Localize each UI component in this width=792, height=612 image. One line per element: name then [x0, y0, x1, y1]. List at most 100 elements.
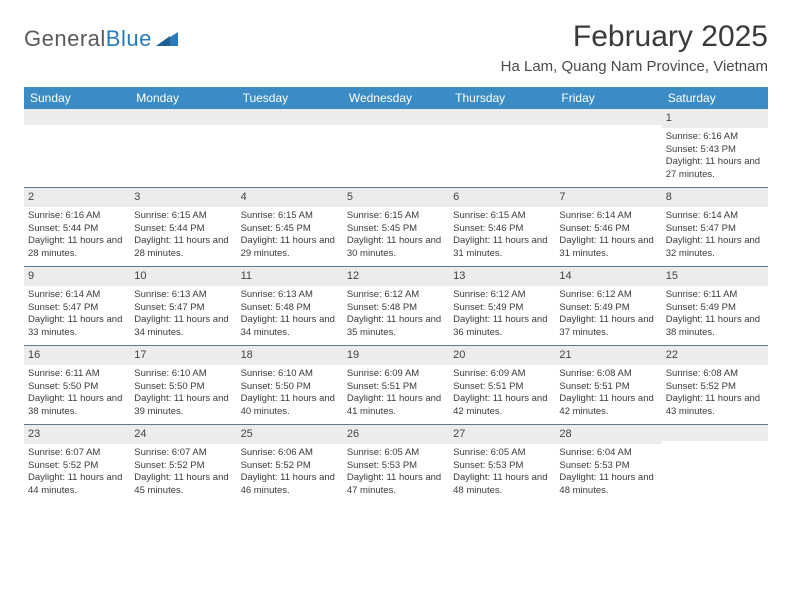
day-cell: 3Sunrise: 6:15 AMSunset: 5:44 PMDaylight… — [130, 188, 236, 266]
day-cell: 9Sunrise: 6:14 AMSunset: 5:47 PMDaylight… — [24, 267, 130, 345]
day-info-line: Daylight: 11 hours and 42 minutes. — [453, 393, 551, 419]
day-cell: 11Sunrise: 6:13 AMSunset: 5:48 PMDayligh… — [237, 267, 343, 345]
day-number: 5 — [343, 188, 449, 207]
weekday-tue: Tuesday — [237, 87, 343, 109]
day-body: Sunrise: 6:14 AMSunset: 5:47 PMDaylight:… — [24, 286, 130, 344]
day-info-line: Sunrise: 6:16 AM — [666, 131, 764, 144]
day-body: Sunrise: 6:16 AMSunset: 5:43 PMDaylight:… — [662, 128, 768, 186]
week-row: 16Sunrise: 6:11 AMSunset: 5:50 PMDayligh… — [24, 346, 768, 425]
day-info-line: Daylight: 11 hours and 38 minutes. — [28, 393, 126, 419]
day-body: Sunrise: 6:10 AMSunset: 5:50 PMDaylight:… — [130, 365, 236, 423]
day-cell: 24Sunrise: 6:07 AMSunset: 5:52 PMDayligh… — [130, 425, 236, 503]
day-info-line: Sunset: 5:52 PM — [134, 460, 232, 473]
day-info-line: Sunrise: 6:11 AM — [28, 368, 126, 381]
day-info-line: Daylight: 11 hours and 28 minutes. — [28, 235, 126, 261]
day-number: 18 — [237, 346, 343, 365]
day-body — [237, 125, 343, 132]
day-body: Sunrise: 6:15 AMSunset: 5:44 PMDaylight:… — [130, 207, 236, 265]
day-info-line: Daylight: 11 hours and 48 minutes. — [453, 472, 551, 498]
day-number: 28 — [555, 425, 661, 444]
day-cell: 4Sunrise: 6:15 AMSunset: 5:45 PMDaylight… — [237, 188, 343, 266]
day-info-line: Sunrise: 6:16 AM — [28, 210, 126, 223]
day-info-line: Sunrise: 6:06 AM — [241, 447, 339, 460]
day-body: Sunrise: 6:07 AMSunset: 5:52 PMDaylight:… — [24, 444, 130, 502]
weekday-header-row: Sunday Monday Tuesday Wednesday Thursday… — [24, 87, 768, 109]
day-cell: 20Sunrise: 6:09 AMSunset: 5:51 PMDayligh… — [449, 346, 555, 424]
day-info-line: Sunset: 5:53 PM — [347, 460, 445, 473]
day-body — [343, 125, 449, 132]
day-info-line: Daylight: 11 hours and 40 minutes. — [241, 393, 339, 419]
day-info-line: Sunrise: 6:12 AM — [347, 289, 445, 302]
day-info-line: Daylight: 11 hours and 35 minutes. — [347, 314, 445, 340]
day-number: 11 — [237, 267, 343, 286]
weeks-container: 1Sunrise: 6:16 AMSunset: 5:43 PMDaylight… — [24, 109, 768, 503]
day-body: Sunrise: 6:16 AMSunset: 5:44 PMDaylight:… — [24, 207, 130, 265]
day-number: 20 — [449, 346, 555, 365]
day-info-line: Sunrise: 6:12 AM — [453, 289, 551, 302]
day-info-line: Sunset: 5:52 PM — [241, 460, 339, 473]
day-body — [130, 125, 236, 132]
day-number: 9 — [24, 267, 130, 286]
day-body: Sunrise: 6:05 AMSunset: 5:53 PMDaylight:… — [449, 444, 555, 502]
weekday-wed: Wednesday — [343, 87, 449, 109]
day-body: Sunrise: 6:05 AMSunset: 5:53 PMDaylight:… — [343, 444, 449, 502]
day-number — [343, 109, 449, 125]
day-number: 2 — [24, 188, 130, 207]
day-info-line: Sunrise: 6:07 AM — [28, 447, 126, 460]
logo-text: GeneralBlue — [24, 26, 152, 52]
day-number — [237, 109, 343, 125]
day-info-line: Sunrise: 6:15 AM — [241, 210, 339, 223]
day-body: Sunrise: 6:14 AMSunset: 5:47 PMDaylight:… — [662, 207, 768, 265]
day-cell: 28Sunrise: 6:04 AMSunset: 5:53 PMDayligh… — [555, 425, 661, 503]
day-info-line: Sunset: 5:49 PM — [559, 302, 657, 315]
day-cell: 2Sunrise: 6:16 AMSunset: 5:44 PMDaylight… — [24, 188, 130, 266]
day-number: 23 — [24, 425, 130, 444]
day-cell — [130, 109, 236, 187]
day-cell: 5Sunrise: 6:15 AMSunset: 5:45 PMDaylight… — [343, 188, 449, 266]
day-info-line: Sunset: 5:53 PM — [559, 460, 657, 473]
day-info-line: Daylight: 11 hours and 31 minutes. — [453, 235, 551, 261]
day-number: 16 — [24, 346, 130, 365]
weekday-sat: Saturday — [662, 87, 768, 109]
day-number: 1 — [662, 109, 768, 128]
header: GeneralBlue February 2025 Ha Lam, Quang … — [24, 20, 768, 75]
day-info-line: Sunrise: 6:14 AM — [559, 210, 657, 223]
weekday-thu: Thursday — [449, 87, 555, 109]
day-info-line: Daylight: 11 hours and 36 minutes. — [453, 314, 551, 340]
day-info-line: Daylight: 11 hours and 29 minutes. — [241, 235, 339, 261]
day-info-line: Sunrise: 6:08 AM — [559, 368, 657, 381]
day-info-line: Daylight: 11 hours and 41 minutes. — [347, 393, 445, 419]
day-body: Sunrise: 6:15 AMSunset: 5:45 PMDaylight:… — [237, 207, 343, 265]
day-body: Sunrise: 6:08 AMSunset: 5:52 PMDaylight:… — [662, 365, 768, 423]
day-info-line: Sunset: 5:47 PM — [28, 302, 126, 315]
day-body: Sunrise: 6:08 AMSunset: 5:51 PMDaylight:… — [555, 365, 661, 423]
day-info-line: Daylight: 11 hours and 34 minutes. — [134, 314, 232, 340]
day-info-line: Sunrise: 6:09 AM — [347, 368, 445, 381]
day-cell: 18Sunrise: 6:10 AMSunset: 5:50 PMDayligh… — [237, 346, 343, 424]
day-cell: 12Sunrise: 6:12 AMSunset: 5:48 PMDayligh… — [343, 267, 449, 345]
day-info-line: Daylight: 11 hours and 43 minutes. — [666, 393, 764, 419]
day-body: Sunrise: 6:11 AMSunset: 5:49 PMDaylight:… — [662, 286, 768, 344]
logo-triangle-icon — [156, 30, 180, 48]
day-body — [24, 125, 130, 132]
day-number: 22 — [662, 346, 768, 365]
day-number: 15 — [662, 267, 768, 286]
day-info-line: Daylight: 11 hours and 34 minutes. — [241, 314, 339, 340]
day-info-line: Sunset: 5:48 PM — [347, 302, 445, 315]
day-cell — [555, 109, 661, 187]
day-number: 19 — [343, 346, 449, 365]
week-row: 23Sunrise: 6:07 AMSunset: 5:52 PMDayligh… — [24, 425, 768, 503]
day-info-line: Daylight: 11 hours and 39 minutes. — [134, 393, 232, 419]
day-info-line: Sunset: 5:50 PM — [241, 381, 339, 394]
day-number — [449, 109, 555, 125]
day-info-line: Daylight: 11 hours and 30 minutes. — [347, 235, 445, 261]
day-info-line: Sunset: 5:50 PM — [134, 381, 232, 394]
title-block: February 2025 Ha Lam, Quang Nam Province… — [501, 20, 768, 75]
day-number: 3 — [130, 188, 236, 207]
day-cell: 23Sunrise: 6:07 AMSunset: 5:52 PMDayligh… — [24, 425, 130, 503]
day-info-line: Sunset: 5:53 PM — [453, 460, 551, 473]
day-info-line: Sunrise: 6:09 AM — [453, 368, 551, 381]
day-info-line: Sunrise: 6:10 AM — [134, 368, 232, 381]
weekday-fri: Friday — [555, 87, 661, 109]
day-cell — [24, 109, 130, 187]
